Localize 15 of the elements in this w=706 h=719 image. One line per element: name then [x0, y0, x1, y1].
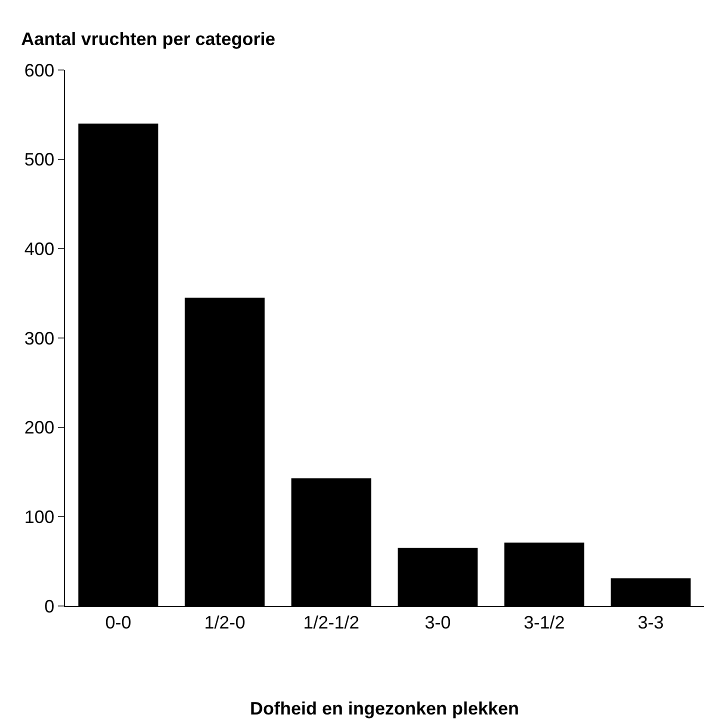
y-tick-label: 0: [44, 596, 54, 616]
chart-title: Aantal vruchten per categorie: [21, 28, 276, 49]
x-tick-label: 3-0: [424, 612, 451, 633]
y-tick-label: 600: [24, 60, 54, 80]
x-tick-label: 1/2-1/2: [303, 612, 360, 633]
x-tick-label: 3-1/2: [524, 612, 565, 633]
y-tick-label: 100: [24, 506, 54, 527]
x-tick-label: 3-3: [638, 612, 664, 633]
y-tick-label: 500: [24, 150, 54, 170]
y-tick-label: 300: [24, 328, 54, 348]
y-tick-label: 200: [24, 418, 54, 438]
x-tick-label: 0-0: [105, 612, 132, 633]
x-axis-title: Dofheid en ingezonken plekken: [250, 698, 520, 719]
x-tick-label: 1/2-0: [204, 612, 246, 633]
y-tick-label: 400: [24, 238, 54, 259]
